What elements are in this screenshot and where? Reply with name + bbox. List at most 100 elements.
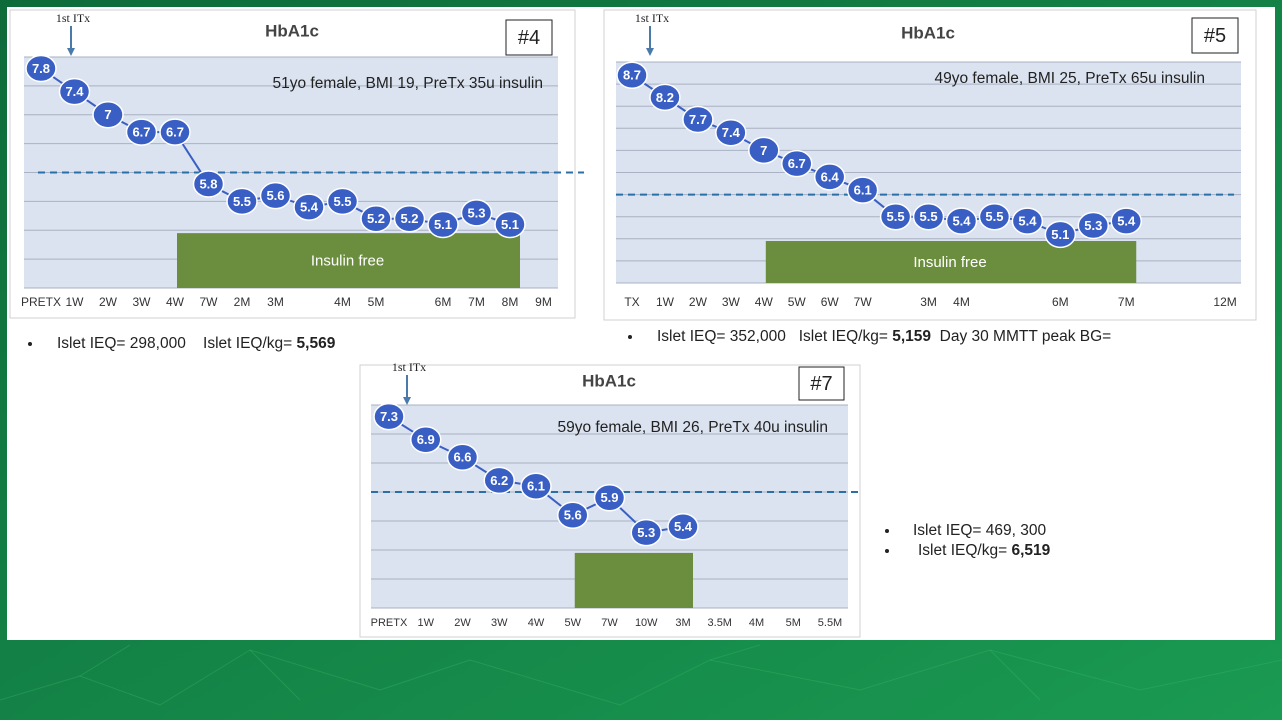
chart-panel: HbA1c Insulin free TX 1W 2W 3W 4W 5W 6W 7W 3M 4M 6M 7… xyxy=(603,9,1257,345)
x-tick-label: 7M xyxy=(468,295,485,309)
data-point xyxy=(879,202,912,231)
data-point xyxy=(226,187,258,216)
patient-tag: #5 xyxy=(1204,25,1226,47)
data-point xyxy=(58,77,91,106)
data-point xyxy=(326,187,359,216)
data-label: 5.6 xyxy=(564,508,582,523)
data-label: 5.4 xyxy=(1018,214,1037,229)
note-text: Islet IEQ/kg= xyxy=(918,542,1011,559)
background-network xyxy=(0,644,1282,706)
data-point xyxy=(616,61,648,90)
data-label: 7.4 xyxy=(722,125,741,140)
data-point xyxy=(192,170,225,198)
data-point xyxy=(978,202,1011,231)
data-point xyxy=(460,199,493,227)
data-label: 5.5 xyxy=(333,194,351,209)
data-label: 5.3 xyxy=(637,525,655,540)
data-point xyxy=(682,105,714,134)
data-label: 6.4 xyxy=(821,169,840,184)
x-tick-label: 7W xyxy=(200,295,219,309)
itx-arrowhead xyxy=(646,48,654,56)
patient-tag: #7 xyxy=(810,373,832,395)
data-point xyxy=(715,118,747,147)
data-point xyxy=(293,193,325,221)
data-point xyxy=(410,426,442,454)
data-label: 5.2 xyxy=(367,211,385,226)
itx-label: 1st ITx xyxy=(635,11,669,25)
x-tick-label: 4W xyxy=(755,295,774,309)
x-tick-label: PRETX xyxy=(21,295,61,309)
note: Islet IEQ= 298,000 Islet IEQ/kg= 5,569 xyxy=(57,335,336,352)
patient-annotation: 51yo female, BMI 19, PreTx 35u insulin xyxy=(272,75,543,92)
x-tick-label: 5M xyxy=(368,295,385,309)
data-point xyxy=(446,443,479,471)
data-point xyxy=(373,402,405,431)
x-tick-label: 2W xyxy=(99,295,118,309)
data-point xyxy=(813,163,846,191)
data-label: 5.4 xyxy=(300,200,319,215)
data-point xyxy=(748,136,780,165)
data-label: 6.7 xyxy=(132,125,150,140)
data-label: 5.3 xyxy=(1084,218,1102,233)
data-label: 7.8 xyxy=(32,61,50,76)
hba1c-line xyxy=(631,74,1127,236)
data-point xyxy=(593,484,626,512)
data-point xyxy=(1044,220,1077,249)
x-tick-label: 12M xyxy=(1213,295,1236,309)
data-point xyxy=(781,149,813,178)
note: Islet IEQ/kg= 6,519 xyxy=(918,542,1051,559)
bullet xyxy=(885,549,889,553)
data-label: 5.6 xyxy=(266,188,284,203)
x-tick-label: 3M xyxy=(675,617,690,629)
patient-tag: #4 xyxy=(518,27,540,49)
data-point xyxy=(360,204,392,233)
x-tick-label: 1W xyxy=(656,295,675,309)
x-tick-label: PRETX xyxy=(371,617,408,629)
data-point xyxy=(427,210,459,239)
x-tick-label: 4W xyxy=(166,295,185,309)
data-point xyxy=(92,101,124,129)
data-point xyxy=(125,118,158,146)
x-tick-label: TX xyxy=(624,295,639,309)
data-label: 5.1 xyxy=(434,217,452,232)
patient-annotation: 49yo female, BMI 25, PreTx 65u insulin xyxy=(934,70,1205,87)
itx-label: 1st ITx xyxy=(392,360,426,374)
chart-panel: HbA1c Insulin free PRETX 1W 2W 3W 4W 7W 2M 3M 4M 5M… xyxy=(9,9,584,352)
band-label: Insulin free xyxy=(913,254,986,271)
data-label: 8.7 xyxy=(623,68,641,83)
x-tick-label: 2M xyxy=(234,295,251,309)
insulin-free-band xyxy=(177,233,520,288)
data-label: 5.5 xyxy=(985,209,1003,224)
x-tick-label: 6M xyxy=(435,295,452,309)
data-point xyxy=(912,202,945,231)
x-tick-label: 6W xyxy=(821,295,840,309)
data-label: 6.1 xyxy=(527,479,545,494)
note-bold: 5,159 xyxy=(892,328,931,345)
data-label: 6.7 xyxy=(788,156,806,171)
data-point xyxy=(25,54,57,83)
x-tick-label: 5M xyxy=(786,617,801,629)
note-after: Day 30 MMTT peak BG= xyxy=(931,328,1111,345)
x-tick-label: 3W xyxy=(133,295,152,309)
data-label: 6.1 xyxy=(854,183,872,198)
data-point xyxy=(649,83,681,112)
itx-arrowhead xyxy=(403,397,411,405)
x-tick-label: 4W xyxy=(528,617,545,629)
x-tick-label: 5W xyxy=(788,295,807,309)
x-tick-label: 9M xyxy=(535,295,552,309)
x-tick-label: 1W xyxy=(66,295,85,309)
x-tick-label: 3W xyxy=(491,617,508,629)
x-tick-label: 2W xyxy=(454,617,471,629)
data-label: 5.9 xyxy=(600,490,618,505)
note-text: Islet IEQ= 352,000 Islet IEQ/kg= xyxy=(657,328,892,345)
data-point xyxy=(520,472,552,500)
patient-annotation: 59yo female, BMI 26, PreTx 40u insulin xyxy=(557,419,828,436)
x-tick-label: 4M xyxy=(953,295,970,309)
data-point xyxy=(393,204,426,233)
data-point xyxy=(1011,207,1044,235)
itx-arrowhead xyxy=(67,48,75,56)
data-label: 5.4 xyxy=(952,214,971,229)
x-tick-label: 5.5M xyxy=(818,617,842,629)
note-text: Islet IEQ= 469, 300 xyxy=(913,522,1047,539)
data-label: 8.2 xyxy=(656,90,674,105)
